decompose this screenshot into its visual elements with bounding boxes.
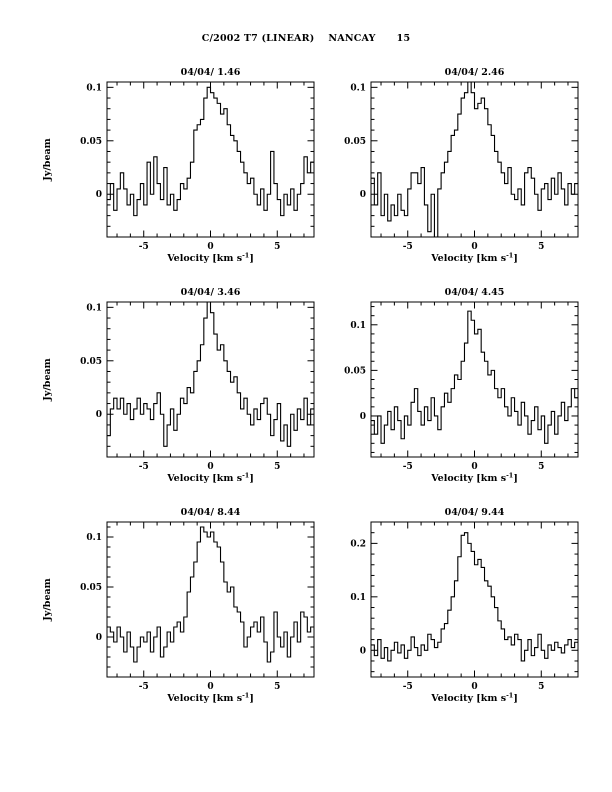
y-axis-label: Jy/beam: [42, 138, 53, 181]
x-axis-label: Velocity [km s-1]: [430, 472, 518, 485]
y-tick-label: 0: [96, 410, 102, 420]
page-header: C/2002 T7 (LINEAR) NANCAY 15: [201, 33, 411, 44]
spectrum-line: [371, 532, 578, 662]
plot-frame: [370, 521, 579, 678]
spectrum-panel-5: 04/04/ 8.44 0 0.05 0.1 -5 0 5 Velocity [km s-1]…: [42, 507, 315, 705]
y-tick-label: 0: [96, 190, 102, 200]
spectrum-panel-6: 04/04/ 9.44 0 0.1 0.2 -5 0 5 Velocity [km s-1]: [350, 507, 579, 705]
x-tick-label: 0: [471, 462, 477, 472]
y-tick-label: 0.05: [80, 583, 102, 593]
y-tick-label: 0.1: [86, 303, 102, 313]
x-tick-label: 0: [471, 242, 477, 252]
y-axis-label: Jy/beam: [42, 578, 53, 621]
y-tick-label: 0: [96, 633, 102, 643]
x-axis-label: Velocity [km s-1]: [166, 472, 254, 485]
x-tick-label: -5: [403, 242, 413, 252]
x-axis-label: Velocity [km s-1]: [430, 692, 518, 705]
x-tick-label: 0: [471, 682, 477, 692]
y-tick-label: 0: [360, 646, 366, 656]
panel-title: 04/04/ 4.45: [445, 287, 505, 298]
x-tick-label: -5: [403, 462, 413, 472]
y-tick-label: 0.05: [344, 366, 366, 376]
y-axis-label: Jy/beam: [42, 358, 53, 401]
spectrum-line: [371, 310, 578, 444]
spectrum-panel-4: 04/04/ 4.45 0 0.05 0.1 -5 0 5 Velocity [km s-1]: [344, 287, 579, 485]
plot-frame: [106, 301, 315, 458]
x-axis-label: Velocity [km s-1]: [430, 252, 518, 265]
x-tick-label: 5: [538, 462, 544, 472]
x-tick-label: -5: [403, 682, 413, 692]
x-axis-label: Velocity [km s-1]: [166, 252, 254, 265]
x-tick-label: -5: [139, 682, 149, 692]
panel-title: 04/04/ 9.44: [445, 507, 505, 518]
y-tick-label: 0.05: [344, 137, 366, 147]
y-tick-label: 0.1: [350, 593, 366, 603]
spectrum-panel-2: 04/04/ 2.46 0 0.05 0.1 -5 0 5 Velocity [km s-1]: [344, 67, 579, 265]
panel-title: 04/04/ 8.44: [181, 507, 241, 518]
y-tick-label: 0.1: [86, 83, 102, 93]
y-tick-label: 0.2: [350, 539, 366, 549]
y-tick-label: 0.1: [350, 321, 366, 331]
panel-title: 04/04/ 2.46: [445, 67, 505, 78]
x-tick-label: 0: [207, 242, 213, 252]
x-axis-label: Velocity [km s-1]: [166, 692, 254, 705]
x-tick-label: 5: [538, 242, 544, 252]
x-tick-label: -5: [139, 242, 149, 252]
y-tick-label: 0.1: [86, 533, 102, 543]
x-tick-label: 5: [274, 682, 280, 692]
x-tick-label: 0: [207, 462, 213, 472]
y-tick-label: 0.1: [350, 83, 366, 93]
spectrum-line: [371, 82, 578, 237]
plot-frame: [106, 81, 315, 238]
plot-frame: [106, 521, 315, 678]
spectrum-panel-3: 04/04/ 3.46 0 0.05 0.1 -5 0 5 Velocity [km s-1]…: [42, 287, 315, 485]
spectrum-line: [107, 86, 314, 217]
x-tick-label: 5: [538, 682, 544, 692]
y-tick-label: 0: [360, 412, 366, 422]
spectrum-panel-1: 04/04/ 1.46 0 0.05 0.1 -5 0 5 Velocity [km s-1]…: [42, 67, 315, 265]
x-tick-label: 0: [207, 682, 213, 692]
x-tick-label: 5: [274, 462, 280, 472]
panel-title: 04/04/ 1.46: [181, 67, 241, 78]
panel-title: 04/04/ 3.46: [181, 287, 241, 298]
x-tick-label: 5: [274, 242, 280, 252]
spectrum-line: [107, 302, 314, 447]
x-tick-label: -5: [139, 462, 149, 472]
spectrum-line: [107, 526, 314, 663]
y-tick-label: 0.05: [80, 137, 102, 147]
y-tick-label: 0: [360, 190, 366, 200]
y-tick-label: 0.05: [80, 357, 102, 367]
